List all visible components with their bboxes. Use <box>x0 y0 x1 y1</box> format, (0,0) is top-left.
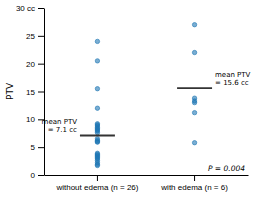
y-tick-mark <box>38 92 44 93</box>
y-tick: 25 <box>26 32 44 41</box>
y-tick: 30 cc <box>16 4 44 13</box>
y-tick-label: 10 <box>26 115 35 124</box>
y-axis-line <box>44 9 45 176</box>
y-tick-mark <box>38 36 44 37</box>
point <box>192 110 196 114</box>
x-axis-line <box>45 175 249 176</box>
point <box>95 163 99 167</box>
y-tick: 5 <box>31 143 44 152</box>
point <box>192 23 196 27</box>
x-axis: without edema (n = 26) with edema (n = 6) <box>45 175 249 192</box>
mean-line <box>177 87 212 89</box>
point <box>95 140 99 144</box>
mean-line <box>80 135 115 137</box>
plot: 051015202530 ccwithout edema (n = 26)wit… <box>16 4 251 192</box>
point <box>95 130 99 134</box>
y-tick-mark <box>38 175 44 176</box>
point <box>95 39 99 43</box>
y-tick-label: 30 cc <box>16 4 35 13</box>
y-axis-title: PTV <box>5 82 15 100</box>
x-tick-mark <box>97 175 98 181</box>
y-tick-label: 25 <box>26 32 35 41</box>
point <box>95 139 99 143</box>
mean-label: mean PTV= 15.6 cc <box>215 71 251 87</box>
chart: 051015202530 ccwithout edema (n = 26)wit… <box>0 0 256 197</box>
y-tick-label: 5 <box>31 143 36 152</box>
y-tick-mark <box>38 8 44 9</box>
annotations: mean PTV= 7.1 cc mean PTV= 15.6 cc P = 0.0… <box>42 71 251 173</box>
x-tick-label: with edema (n = 6) <box>160 183 228 192</box>
y-tick-mark <box>38 147 44 148</box>
y-tick: 15 <box>26 88 44 97</box>
y-axis: 0 5 10 15 20 25 30 cc <box>16 4 45 180</box>
point <box>95 87 99 91</box>
point <box>192 100 196 104</box>
marks <box>80 23 212 168</box>
y-tick-label: 0 <box>31 171 36 180</box>
y-tick: 0 <box>31 171 44 180</box>
y-tick: 20 <box>26 60 44 69</box>
point <box>95 106 99 110</box>
point <box>95 59 99 63</box>
y-tick-label: 15 <box>26 88 35 97</box>
point <box>192 50 196 54</box>
y-tick-label: 20 <box>26 60 35 69</box>
p-value: P = 0.004 <box>208 164 245 173</box>
point <box>192 141 196 145</box>
x-tick: with edema (n = 6) <box>160 175 228 192</box>
x-tick-mark <box>194 175 195 181</box>
x-tick-label: without edema (n = 26) <box>55 183 138 192</box>
mean-label: mean PTV= 7.1 cc <box>42 118 78 134</box>
y-tick-mark <box>38 64 44 65</box>
x-tick: without edema (n = 26) <box>55 175 138 192</box>
